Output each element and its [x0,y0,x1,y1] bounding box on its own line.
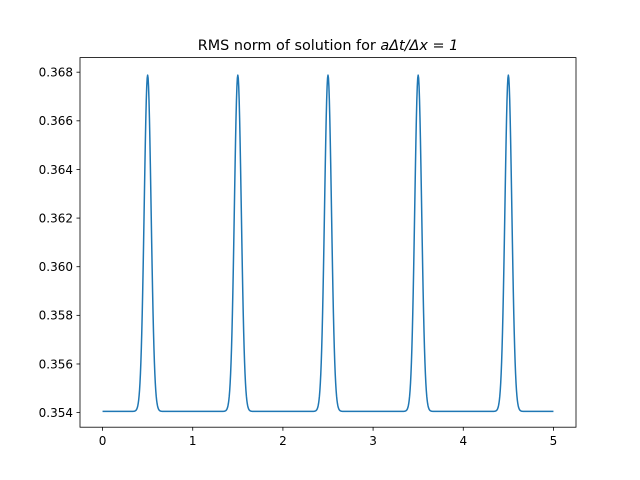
y-tick-label: 0.360 [39,260,73,274]
y-tick-label: 0.364 [39,163,73,177]
chart-title: RMS norm of solution for aΔt/Δx = 1 [198,38,459,54]
x-tick-label: 0 [99,434,107,448]
chart-title-plain: RMS norm of solution for [198,38,381,54]
y-tick-label: 0.358 [39,309,73,323]
x-tick-label: 1 [189,434,197,448]
y-tick-label: 0.366 [39,114,73,128]
plot-area: 0 1 2 3 4 5 0.354 0.356 0.358 0.360 0.362 0.364 0.36… [39,57,577,448]
series-line-0 [102,74,554,413]
axes-frame [79,57,577,428]
x-tick-label: 3 [369,434,377,448]
y-tick-label: 0.354 [39,406,73,420]
y-tick-label: 0.356 [39,357,73,371]
x-tick-label: 2 [279,434,287,448]
chart-title-math: aΔt/Δx = 1 [380,38,458,54]
x-tick-label: 5 [550,434,558,448]
y-tick-label: 0.362 [39,211,73,225]
x-tick-label: 4 [459,434,467,448]
y-tick-label: 0.368 [39,65,73,79]
